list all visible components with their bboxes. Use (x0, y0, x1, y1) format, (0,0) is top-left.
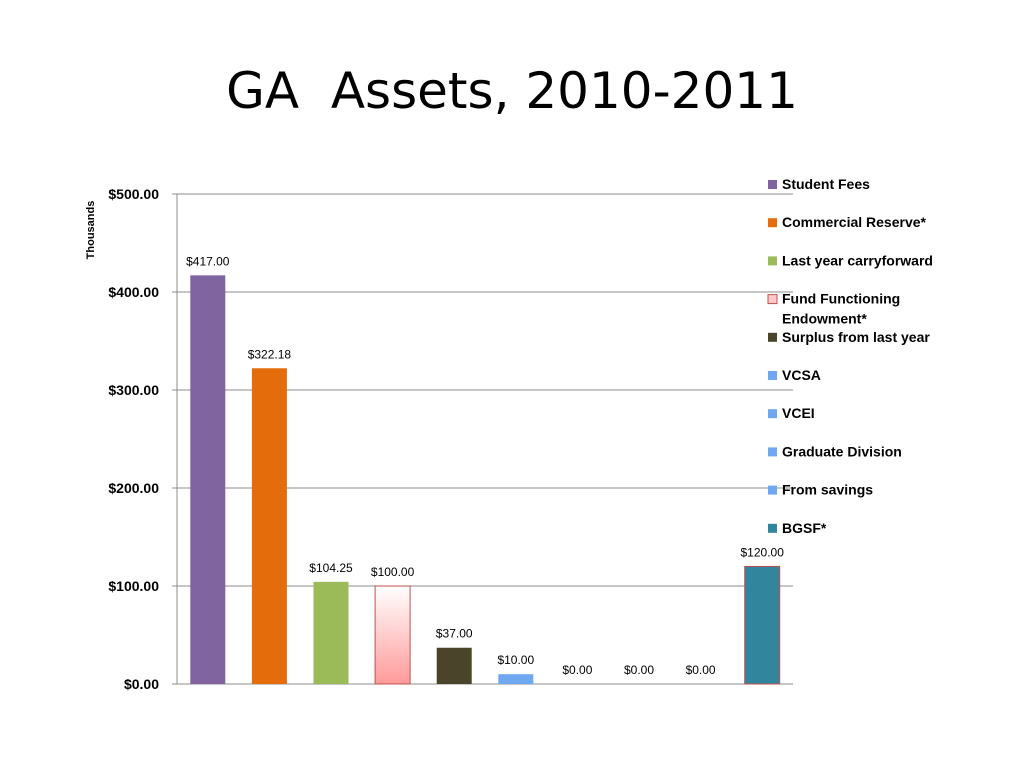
slide-title: GA Assets, 2010-2011 (226, 62, 798, 120)
legend-label: Last year carryforward (782, 252, 933, 268)
legend-label: VCSA (782, 367, 821, 383)
legend-item: Student Fees (768, 176, 870, 192)
y-axis: $0.00 $100.00 $200.00 $300.00 $400.00 $500.00 (108, 186, 178, 692)
legend-label: Student Fees (782, 176, 870, 192)
bar (251, 368, 287, 684)
legend-label: Graduate Division (782, 443, 902, 459)
legend-swatch (768, 485, 777, 495)
legend-label: Fund Functioning (782, 291, 900, 307)
legend: Student Fees Commercial Reserve* Last year… (767, 176, 933, 536)
legend-label: VCEI (782, 405, 815, 421)
legend-item: Last year carryforward (768, 252, 933, 268)
legend-item: Surplus from last year (768, 329, 930, 345)
data-label: $417.00 (186, 254, 230, 268)
legend-label: Endowment* (782, 311, 867, 327)
data-label: $104.25 (309, 561, 353, 575)
data-label: $37.00 (436, 627, 473, 641)
legend-item: VCSA (768, 367, 821, 383)
y-tick-label: $0.00 (124, 676, 159, 692)
y-unit-label: Thousands (85, 201, 97, 260)
y-tick-label: $500.00 (108, 186, 159, 202)
legend-item: Fund Functioning Endowment* (767, 291, 900, 327)
legend-item: VCEI (768, 405, 815, 421)
legend-item: From savings (768, 482, 873, 498)
bar (374, 585, 411, 685)
bars (190, 275, 781, 685)
bar (498, 674, 534, 684)
legend-swatch (768, 256, 777, 266)
legend-swatch (768, 371, 777, 380)
legend-item: Graduate Division (768, 443, 902, 459)
bar (190, 275, 226, 684)
legend-label: From savings (782, 482, 873, 498)
legend-swatch (768, 409, 777, 419)
data-labels: $417.00 $322.18 $104.25 $100.00 $37.00 $10.00… (186, 254, 784, 677)
data-label: $0.00 (624, 663, 654, 677)
bar (313, 581, 349, 684)
data-label: $322.18 (248, 347, 292, 361)
legend-swatch (768, 523, 777, 533)
y-tick-label: $100.00 (108, 578, 159, 594)
bar (744, 565, 781, 685)
legend-item: BGSF* (768, 520, 827, 536)
legend-label: Commercial Reserve* (782, 214, 927, 230)
y-tick-label: $300.00 (108, 382, 159, 398)
data-label: $100.00 (371, 565, 415, 579)
legend-swatch (768, 447, 777, 457)
legend-swatch (768, 332, 777, 342)
data-label: $120.00 (741, 545, 785, 559)
bar (436, 647, 472, 684)
legend-label: Surplus from last year (782, 329, 930, 345)
data-label: $0.00 (686, 663, 716, 677)
y-tick-label: $200.00 (108, 480, 159, 496)
legend-swatch (768, 180, 777, 189)
legend-label: BGSF* (782, 520, 827, 536)
y-tick-label: $400.00 (108, 284, 159, 300)
legend-swatch (768, 218, 777, 228)
legend-item: Commercial Reserve* (768, 214, 927, 230)
data-label: $10.00 (497, 653, 534, 667)
legend-swatch (767, 294, 778, 305)
data-label: $0.00 (562, 663, 592, 677)
